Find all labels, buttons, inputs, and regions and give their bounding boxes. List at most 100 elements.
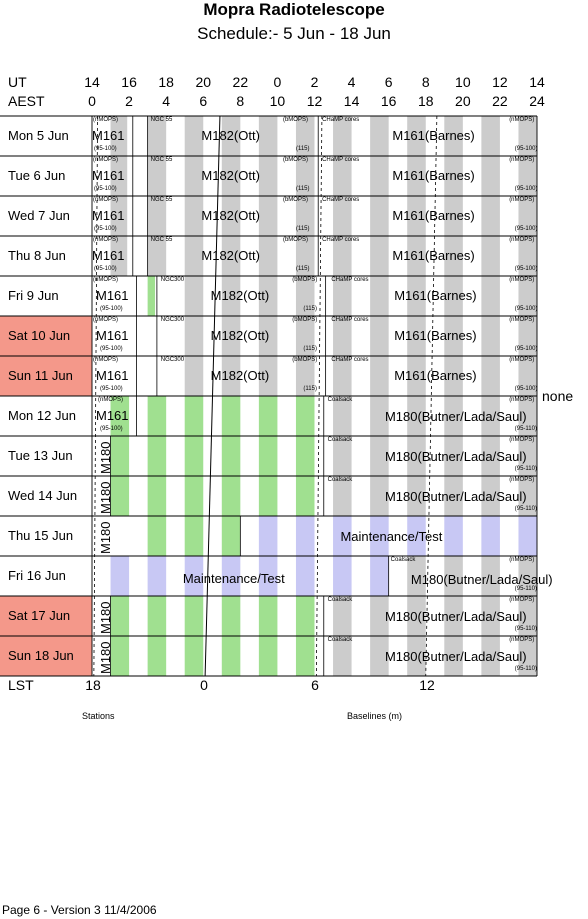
green-stripe [110, 396, 130, 436]
grey-stripe [481, 436, 500, 476]
grey-stripe [110, 156, 128, 196]
grey-stripe [333, 196, 352, 236]
grey-stripe [370, 436, 389, 476]
nmops-tag: (nMOPS) [509, 317, 535, 323]
range-tag: (95-100) [100, 346, 123, 352]
bmops-tag: (bMOPS) [282, 197, 308, 203]
bmops-tag: (bMOPS) [282, 157, 308, 163]
grey-stripe [444, 476, 463, 516]
nmops-tag: (nMOPS) [509, 117, 535, 123]
lst-tick: 18 [85, 677, 101, 693]
coalsack-tag: Coalsack [327, 637, 353, 643]
nmops-tag: (nMOPS) [509, 597, 535, 603]
grey-stripe [147, 196, 167, 236]
grey-stripe [518, 236, 537, 276]
ut-tick: 16 [121, 74, 137, 90]
nmops-tag: (nMOPS) [93, 197, 119, 203]
range-tag: (115) [295, 266, 310, 272]
grey-stripe [184, 156, 204, 196]
baselines-label: Baselines (m) [347, 711, 403, 721]
grey-stripe [518, 596, 537, 636]
range-tag: (95-100) [100, 426, 123, 432]
grey-stripe [481, 116, 500, 156]
weekend-day-cell [0, 636, 92, 676]
blue-stripe [444, 516, 463, 556]
grey-stripe [407, 356, 426, 396]
green-stripe [295, 396, 315, 436]
nmops-tag: (nMOPS) [509, 557, 535, 563]
green-stripe [110, 596, 130, 636]
m180-block: M180 [98, 521, 113, 554]
weekend-day-cell [0, 356, 92, 396]
blue-stripe [481, 516, 500, 556]
grey-stripe [481, 276, 500, 316]
grey-stripe [295, 156, 315, 196]
ut-tick: 18 [158, 74, 174, 90]
schedule-subtitle: Schedule:- 5 Jun - 18 Jun [197, 24, 391, 43]
green-stripe [110, 476, 130, 516]
m180-butner-block: M180(Butner/Lada/Saul) [384, 609, 527, 624]
grey-stripe [481, 476, 500, 516]
none-label: none [542, 388, 574, 404]
aest-tick: 12 [306, 93, 323, 109]
champ-tag: CHaMP cores [322, 237, 360, 243]
green-stripe [221, 516, 241, 556]
m161-block: M161 [92, 208, 125, 223]
ut-tick: 8 [421, 74, 430, 90]
green-stripe [258, 596, 278, 636]
blue-stripe [370, 556, 389, 596]
m182-block: M182(Ott) [201, 128, 260, 143]
m161-block: M161 [96, 328, 129, 343]
grey-stripe [110, 196, 128, 236]
grey-stripe [184, 316, 204, 356]
nmops-tag: (nMOPS) [509, 437, 535, 443]
grey-stripe [370, 356, 389, 396]
ngc55-tag: NGC 55 [150, 237, 173, 243]
m161-barnes-block: M161(Barnes) [392, 128, 475, 143]
grey-stripe [258, 156, 278, 196]
range-tag: (95-100) [514, 386, 538, 392]
grey-stripe [258, 356, 278, 396]
grey-stripe [184, 356, 204, 396]
ut-tick: 22 [232, 74, 249, 90]
green-stripe [184, 516, 204, 556]
grey-stripe [444, 396, 463, 436]
green-stripe [258, 436, 278, 476]
ngc300-tag: NGC300 [160, 277, 185, 283]
ngc300-tag: NGC300 [160, 317, 185, 323]
green-stripe [221, 636, 241, 676]
range-tag: (95-110) [514, 586, 537, 592]
grey-stripe [184, 236, 204, 276]
bmops-tag: (bMOPS) [292, 357, 318, 363]
green-stripe [184, 636, 204, 676]
grey-stripe [481, 396, 500, 436]
grey-stripe [518, 276, 537, 316]
nmops-tag: (nMOPS) [98, 397, 124, 403]
grey-stripe [518, 316, 537, 356]
grey-stripe [481, 356, 500, 396]
grey-stripe [407, 396, 426, 436]
range-tag: (115) [295, 186, 310, 192]
green-stripe [295, 476, 315, 516]
page-footer: Page 6 - Version 3 11/4/2006 [2, 903, 157, 917]
blue-stripe [333, 556, 352, 596]
nmops-tag: (nMOPS) [93, 277, 119, 283]
grey-stripe [295, 276, 315, 316]
green-stripe [147, 276, 156, 316]
m180-butner-block: M180(Butner/Lada/Saul) [384, 409, 527, 424]
range-tag: (95-100) [514, 346, 538, 352]
grey-stripe [444, 236, 463, 276]
grey-stripe [407, 596, 426, 636]
aest-tick: 24 [529, 93, 545, 109]
day-label: Tue 13 Jun [8, 448, 73, 463]
ut-tick: 20 [195, 74, 212, 90]
lst-tick: 6 [311, 677, 319, 693]
grey-stripe [258, 276, 278, 316]
range-tag: (95-110) [514, 666, 537, 672]
grey-stripe [110, 236, 128, 276]
day-label: Wed 14 Jun [8, 488, 78, 503]
range-tag: (95-100) [514, 266, 538, 272]
coalsack-tag: Coalsack [327, 597, 353, 603]
nmops-tag: (nMOPS) [93, 357, 119, 363]
